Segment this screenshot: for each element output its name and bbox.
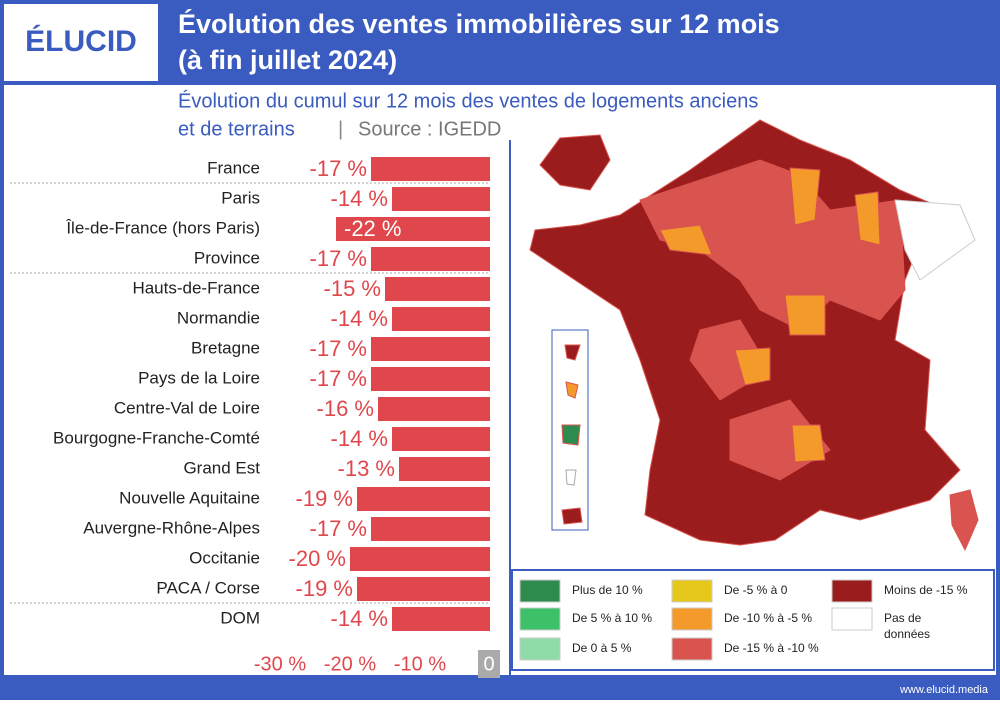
map-legend-box — [511, 569, 995, 671]
legend-label: De 0 à 5 % — [572, 641, 632, 655]
value-label: -14 % — [331, 306, 388, 331]
title: (à fin juillet 2024) — [178, 45, 397, 75]
zero-box — [478, 650, 500, 678]
value-label: -14 % — [331, 426, 388, 451]
legend-label: De -15 % à -10 % — [724, 641, 819, 655]
bar — [399, 457, 490, 481]
legend-swatch — [831, 579, 873, 603]
subtitle: et de terrains — [178, 118, 295, 140]
category-label: Normandie — [177, 308, 260, 327]
bar — [371, 247, 490, 271]
category-label: France — [207, 158, 260, 177]
legend-label: De -10 % à -5 % — [724, 611, 812, 625]
value-label: -17 % — [310, 156, 367, 181]
source: Source : IGEDD — [358, 118, 501, 140]
legend-swatch — [831, 607, 873, 631]
category-label: Paris — [221, 188, 260, 207]
value-label: -20 % — [289, 546, 346, 571]
bar — [392, 427, 490, 451]
legend-label: Plus de 10 % — [572, 583, 643, 597]
bar — [357, 577, 490, 601]
category-label: Occitanie — [189, 548, 260, 567]
value-label: -15 % — [324, 276, 381, 301]
value-label: -13 % — [338, 456, 395, 481]
subtitle: Évolution du cumul sur 12 mois des vente… — [178, 89, 758, 112]
separator: | — [338, 118, 343, 140]
category-label: DOM — [220, 608, 260, 627]
category-label: PACA / Corse — [156, 578, 260, 597]
legend-swatch — [671, 579, 713, 603]
legend-swatch — [519, 607, 561, 631]
category-label: Pays de la Loire — [138, 368, 260, 387]
legend-swatch — [671, 637, 713, 661]
logo: ÉLUCID — [25, 24, 137, 58]
category-label: Auvergne-Rhône-Alpes — [83, 518, 260, 537]
title: Évolution des ventes immobilières sur 12… — [178, 8, 780, 39]
value-label: -16 % — [317, 396, 374, 421]
value-label: -17 % — [310, 366, 367, 391]
category-label: Bourgogne-Franche-Comté — [53, 428, 260, 447]
value-label: -14 % — [331, 186, 388, 211]
bar — [371, 337, 490, 361]
bar — [392, 187, 490, 211]
legend-swatch — [519, 637, 561, 661]
value-label: -22 % — [344, 216, 401, 241]
bar — [350, 547, 490, 571]
bar — [385, 277, 490, 301]
bar — [371, 367, 490, 391]
category-label: Bretagne — [191, 338, 260, 357]
value-label: -19 % — [296, 576, 353, 601]
bar — [357, 487, 490, 511]
category-label: Île-de-France (hors Paris) — [65, 218, 260, 237]
legend-label: Pas de données — [884, 611, 930, 641]
legend-label: De -5 % à 0 — [724, 583, 788, 597]
category-label: Hauts-de-France — [132, 278, 260, 297]
legend-swatch — [671, 607, 713, 631]
value-label: -19 % — [296, 486, 353, 511]
bar — [392, 607, 490, 631]
footer: www.elucid.media — [899, 684, 989, 696]
category-label: Nouvelle Aquitaine — [119, 488, 260, 507]
legend-label: De 5 % à 10 % — [572, 611, 652, 625]
map — [529, 119, 979, 552]
bar — [392, 307, 490, 331]
bar — [371, 157, 490, 181]
bar — [378, 397, 490, 421]
x-tick-label: -30 % — [254, 653, 306, 675]
value-label: -17 % — [310, 336, 367, 361]
legend-label: Moins de -15 % — [884, 583, 968, 597]
x-tick-label: 0 — [483, 653, 494, 675]
value-label: -14 % — [331, 606, 388, 631]
category-label: Grand Est — [183, 458, 260, 477]
x-tick-label: -10 % — [394, 653, 446, 675]
logo-box — [4, 4, 158, 81]
legend-swatch — [519, 579, 561, 603]
value-label: -17 % — [310, 246, 367, 271]
category-label: Province — [194, 248, 260, 267]
bar — [371, 517, 490, 541]
category-label: Centre-Val de Loire — [114, 398, 260, 417]
value-label: -17 % — [310, 516, 367, 541]
bar — [336, 217, 490, 241]
x-tick-label: -20 % — [324, 653, 376, 675]
